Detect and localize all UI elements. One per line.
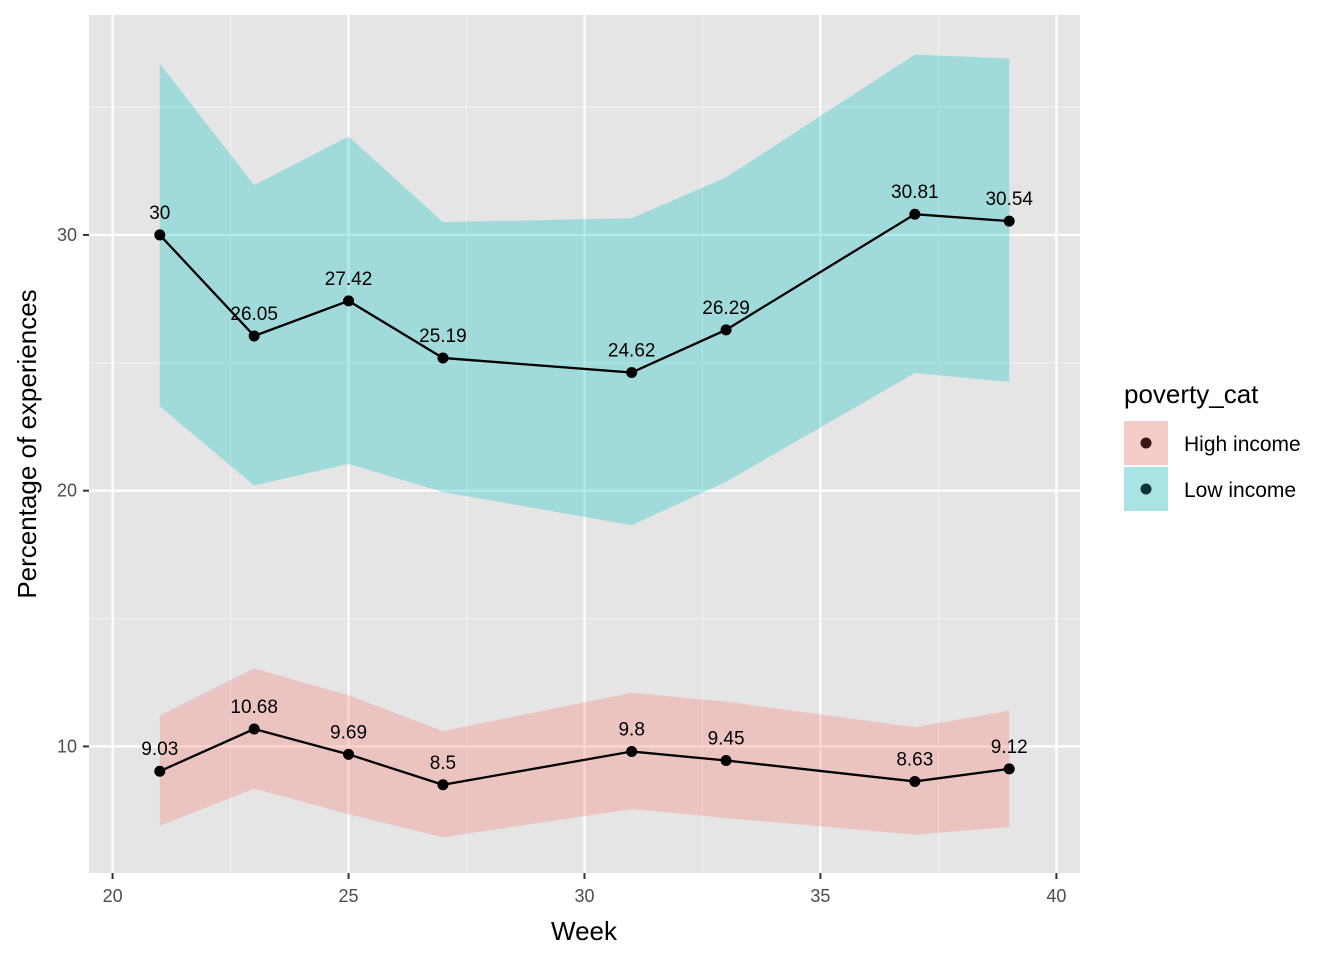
data-label-low-income: 25.19 <box>419 326 467 347</box>
x-axis-title: Week <box>551 916 618 946</box>
confidence-ribbons <box>159 54 1010 838</box>
point-low-income <box>154 229 166 241</box>
data-labels: 9.03 10.68 9.69 8.5 9.8 9.45 8.63 9.12 30 26.05 27… <box>141 182 1033 774</box>
grid-major <box>89 15 1080 873</box>
ribbon-low-income <box>159 54 1010 526</box>
data-label-low-income: 26.05 <box>230 304 278 325</box>
data-label-low-income: 24.62 <box>608 341 656 362</box>
data-points <box>154 208 1015 791</box>
data-label-low-income: 30 <box>149 203 170 224</box>
data-label-high-income: 8.63 <box>896 749 933 770</box>
point-low-income <box>248 330 260 342</box>
y-axis-title: Percentage of experiences <box>12 289 42 598</box>
x-tick-label: 35 <box>810 886 830 906</box>
legend: poverty_cat High income Low income <box>1124 379 1301 511</box>
data-label-low-income: 26.29 <box>702 298 750 319</box>
point-low-income <box>343 295 355 307</box>
x-tick-label: 40 <box>1046 886 1066 906</box>
ribbon-high-income <box>159 668 1010 838</box>
point-low-income <box>720 324 732 336</box>
point-high-income <box>437 779 449 791</box>
data-label-high-income: 8.5 <box>430 753 456 774</box>
line-low-income <box>158 213 1010 374</box>
point-high-income <box>154 765 166 777</box>
data-label-high-income: 9.45 <box>708 728 745 749</box>
point-low-income <box>437 352 449 364</box>
point-high-income <box>909 775 921 787</box>
data-label-low-income: 27.42 <box>325 269 373 290</box>
data-label-high-income: 9.03 <box>141 739 178 760</box>
data-label-low-income: 30.81 <box>891 182 939 203</box>
point-high-income <box>626 746 638 758</box>
x-tick-label: 25 <box>339 886 359 906</box>
legend-title: poverty_cat <box>1124 379 1259 409</box>
point-high-income <box>1003 763 1015 775</box>
legend-label-low-income: Low income <box>1184 479 1296 502</box>
axes: 20 25 30 35 40 10 20 30 <box>57 225 1066 906</box>
data-label-high-income: 10.68 <box>230 697 278 718</box>
point-low-income <box>909 208 921 220</box>
data-label-high-income: 9.8 <box>618 720 644 741</box>
point-high-income <box>343 748 355 760</box>
point-high-income <box>720 754 732 766</box>
point-high-income <box>248 723 260 735</box>
x-tick-label: 30 <box>574 886 594 906</box>
point-low-income <box>1003 215 1015 227</box>
point-low-income <box>626 367 638 379</box>
series-lines <box>158 213 1010 786</box>
data-label-high-income: 9.69 <box>330 722 367 743</box>
y-tick-label: 20 <box>57 481 77 501</box>
data-label-low-income: 30.54 <box>985 189 1033 210</box>
data-label-high-income: 9.12 <box>991 737 1028 758</box>
legend-label-high-income: High income <box>1184 433 1301 456</box>
line-high-income <box>159 727 1010 786</box>
x-tick-label: 20 <box>103 886 123 906</box>
legend-point-high-income <box>1140 437 1152 449</box>
y-tick-label: 10 <box>57 736 77 756</box>
legend-point-low-income <box>1140 483 1152 495</box>
y-tick-label: 30 <box>57 225 77 245</box>
